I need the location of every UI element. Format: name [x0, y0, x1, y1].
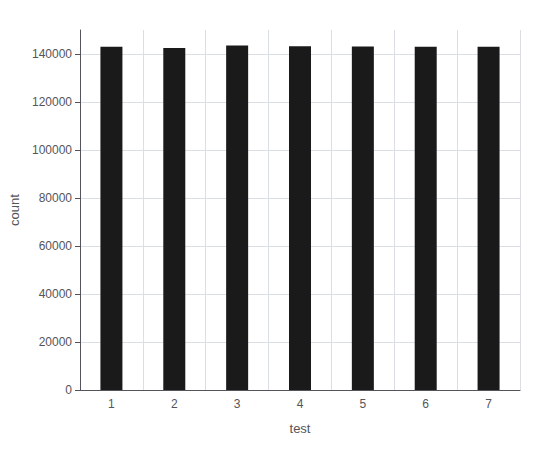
svg-text:20000: 20000	[39, 335, 73, 349]
svg-text:120000: 120000	[32, 95, 72, 109]
svg-text:100000: 100000	[32, 143, 72, 157]
svg-text:count: count	[7, 194, 22, 226]
svg-text:test: test	[290, 421, 311, 436]
svg-text:5: 5	[360, 397, 367, 411]
svg-text:80000: 80000	[39, 191, 73, 205]
svg-text:4: 4	[297, 397, 304, 411]
svg-text:2: 2	[171, 397, 178, 411]
svg-text:7: 7	[485, 397, 492, 411]
svg-text:6: 6	[422, 397, 429, 411]
svg-text:3: 3	[234, 397, 241, 411]
svg-text:60000: 60000	[39, 239, 73, 253]
svg-text:1: 1	[108, 397, 115, 411]
svg-text:140000: 140000	[32, 47, 72, 61]
svg-text:0: 0	[65, 383, 72, 397]
svg-text:40000: 40000	[39, 287, 73, 301]
